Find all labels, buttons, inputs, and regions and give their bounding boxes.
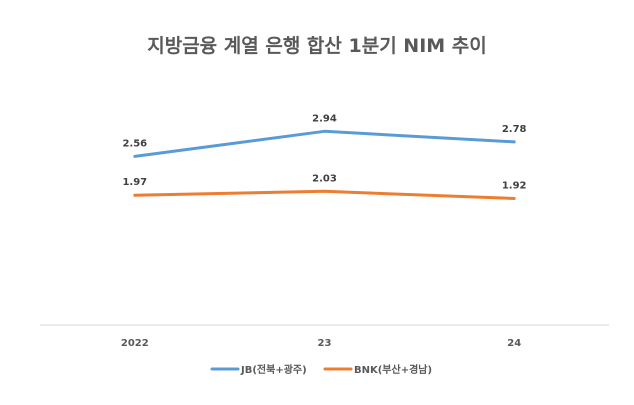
series-layer: 2.56 2.94 2.78 1.97 2.03 1.92 <box>122 113 527 200</box>
legend-label-2: BNK(부산+경남) <box>354 363 432 376</box>
data-label: 2.94 <box>312 113 337 124</box>
x-tick-label: 2022 <box>121 338 149 349</box>
data-label: 2.56 <box>122 138 147 149</box>
data-label: 2.03 <box>312 173 337 184</box>
x-tick-label: 23 <box>318 338 332 349</box>
legend: JB(전북+광주) BNK(부산+경남) <box>210 363 432 376</box>
series-line-2 <box>133 189 516 200</box>
data-label: 1.97 <box>122 177 147 188</box>
chart-title: 지방금융 계열 은행 합산 1분기 NIM 추이 <box>147 35 487 57</box>
series-line-1 <box>133 129 516 158</box>
x-tick-labels: 2022 23 24 <box>121 338 521 349</box>
data-label: 1.92 <box>502 181 527 192</box>
legend-label-1: JB(전북+광주) <box>240 363 307 376</box>
data-label: 2.78 <box>502 124 527 135</box>
x-tick-label: 24 <box>507 338 521 349</box>
